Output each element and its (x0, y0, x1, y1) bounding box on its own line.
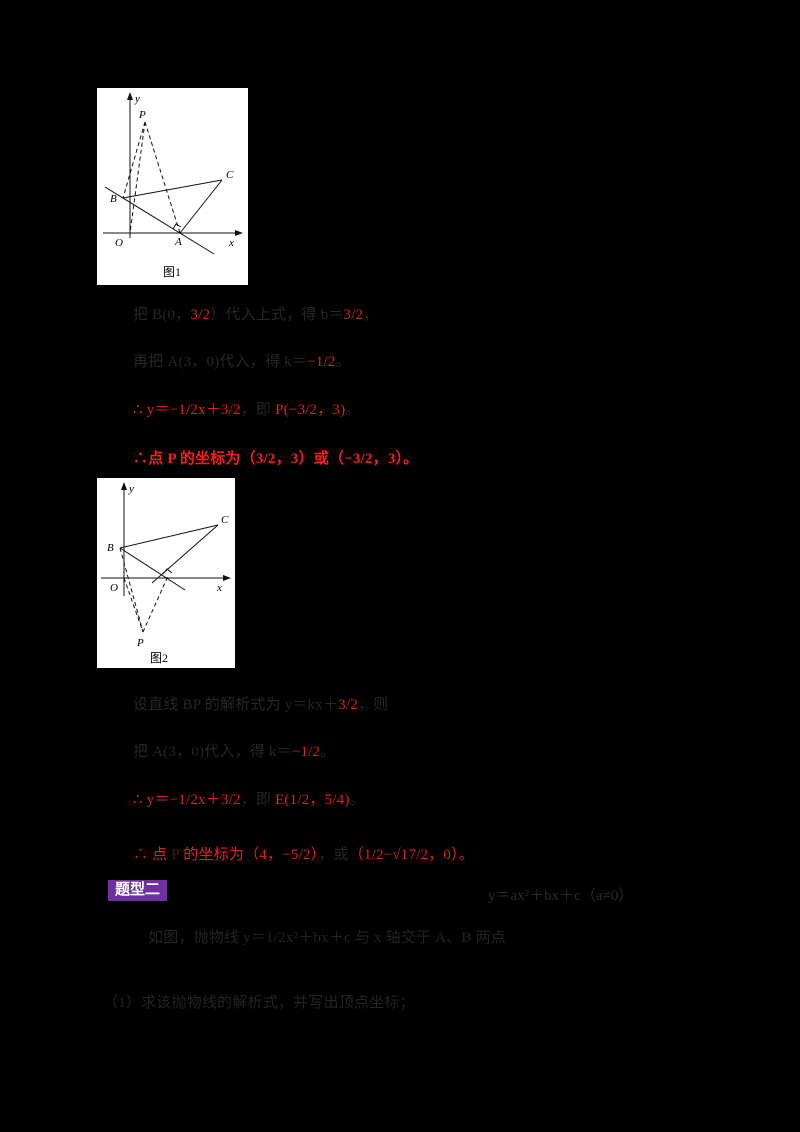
segment-C-foot (151, 524, 219, 584)
text-run: 设直线 BP 的解析式为 y＝kx＋ (133, 697, 339, 713)
right-angle-marker (172, 223, 182, 230)
text-run: P(−3/2，3) (275, 402, 346, 418)
line-through-B (119, 547, 186, 591)
text-run: ， (363, 307, 379, 323)
figure-2-canvas: y B C O x P 图2 (101, 482, 231, 665)
figure-1-caption: 图1 (163, 265, 181, 279)
x-axis-arrow-icon (223, 575, 231, 581)
point-label-B: B (107, 542, 114, 554)
text-run: ）代入上式，得 b＝ (210, 307, 344, 323)
point-label-C: C (226, 169, 234, 181)
text-run: 把 A(3，0)代入，得 k＝ (133, 744, 292, 760)
text-run: 的坐标为（4，−5/2） (179, 847, 319, 863)
text-run: ，即 (240, 792, 276, 808)
text-run: −1/2 (291, 744, 321, 760)
text-run: ∴ y＝−1/2x＋3/2 (133, 402, 241, 418)
point-label-A: A (174, 236, 182, 248)
y-axis-arrow-icon (127, 92, 133, 100)
solution1-line-3: ∴ y＝−1/2x＋3/2，即 P(−3/2，3)。 (133, 398, 361, 419)
text-run: （1/2−√17/2，0）。 (348, 847, 475, 863)
section-badge: 题型二 (108, 880, 168, 901)
segment-B-C (119, 524, 219, 549)
text-run: ∴点 P 的坐标为（3/2，3）或（−3/2，3）。 (133, 451, 419, 467)
text-run: P (171, 847, 180, 863)
figure-2-caption: 图2 (150, 651, 168, 665)
origin-label-O: O (115, 237, 123, 249)
solution2-line-2: 把 A(3，0)代入，得 k＝−1/2。 (133, 740, 335, 761)
text-run: 。 (335, 354, 351, 370)
solution1-line-1: 把 B(0，3/2）代入上式，得 b＝3/2， (133, 303, 378, 324)
text-run: 3/2 (343, 307, 364, 323)
section-side-note: y＝ax²＋bx＋c（a≠0） (488, 888, 634, 904)
figure-1-canvas: y P B C O A x 图1 (103, 92, 243, 279)
problem-statement-line-2: （1）求该抛物线的解析式，并写出顶点坐标； (103, 995, 415, 1011)
solution1-conclusion: ∴点 P 的坐标为（3/2，3）或（−3/2，3）。 (133, 447, 418, 468)
text-run: 。 (349, 792, 365, 808)
dashed-P-foot (142, 575, 169, 633)
solution2-conclusion: ∴ 点 P 的坐标为（4，−5/2），或（1/2−√17/2，0）。 (133, 843, 474, 864)
point-label-P: P (136, 637, 144, 649)
dashed-P-A (144, 121, 181, 234)
text-run: E(1/2，5/4) (275, 792, 350, 808)
axis-label-x: x (228, 237, 234, 249)
dashed-B-P (119, 547, 144, 633)
right-angle-marker (162, 568, 173, 575)
dashed-P-B (122, 121, 146, 199)
dashed-P-O (129, 121, 146, 234)
text-run: 3/2 (338, 697, 358, 713)
text-run: −1/2 (307, 354, 336, 370)
dashed-O-P (123, 577, 144, 633)
figure-1: y P B C O A x 图1 (97, 88, 248, 285)
text-run: 再把 A(3，0)代入，得 k＝ (133, 354, 308, 370)
text-run: ∴ y＝−1/2x＋3/2 (133, 792, 241, 808)
solution2-line-1: 设直线 BP 的解析式为 y＝kx＋3/2，则 (133, 693, 388, 714)
text-run: ，则 (357, 697, 389, 713)
point-label-B: B (110, 193, 117, 205)
y-axis-arrow-icon (121, 482, 127, 490)
text-run: 把 B(0， (133, 307, 191, 323)
text-run: ∴ 点 (133, 847, 172, 863)
origin-label-O: O (110, 582, 118, 594)
axis-label-y: y (128, 483, 134, 495)
segment-C-A (179, 179, 223, 234)
text-run: ，即 (240, 402, 276, 418)
axis-label-x: x (216, 582, 222, 594)
text-run: 3/2 (190, 307, 211, 323)
text-run: ，或 (318, 847, 349, 863)
solution1-line-2: 再把 A(3，0)代入，得 k＝−1/2。 (133, 350, 351, 371)
axis-label-y: y (134, 93, 140, 105)
point-label-C: C (221, 514, 229, 526)
text-run: 。 (345, 402, 361, 418)
problem-statement-line-1: 如图，抛物线 y＝1/2x²＋bx＋c 与 x 轴交于 A、B 两点 (148, 930, 506, 946)
x-axis-arrow-icon (235, 230, 243, 236)
solution2-line-3: ∴ y＝−1/2x＋3/2，即 E(1/2，5/4)。 (133, 788, 365, 809)
segment-B-C (122, 179, 223, 199)
point-label-P: P (138, 109, 146, 121)
text-run: 。 (320, 744, 336, 760)
figure-2: y B C O x P 图2 (97, 478, 235, 668)
